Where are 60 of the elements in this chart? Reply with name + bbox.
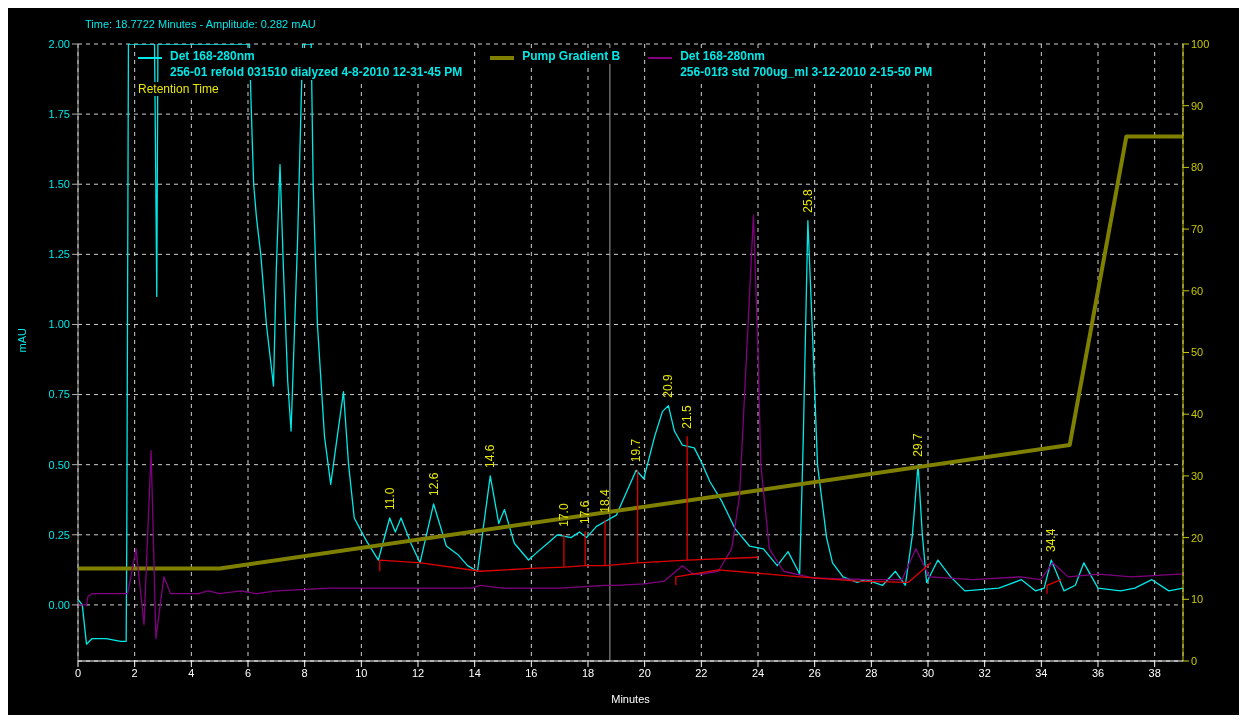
annotation: 17.6 bbox=[578, 500, 593, 524]
y2-tick-label: 60 bbox=[1191, 284, 1204, 297]
y2-tick-label: 30 bbox=[1191, 469, 1204, 482]
annotation: 18.4 bbox=[598, 489, 612, 513]
x-tick-label: 14 bbox=[468, 666, 481, 679]
y-tick-label: 0.25 bbox=[48, 528, 70, 541]
y2-tick-label: 100 bbox=[1191, 37, 1210, 50]
line-series bbox=[78, 214, 1183, 640]
x-tick-label: 22 bbox=[695, 666, 708, 679]
y2-tick-label: 0 bbox=[1191, 654, 1198, 667]
annotation: 14.6 bbox=[483, 444, 498, 468]
x-axis-title: Minutes bbox=[611, 693, 651, 705]
y-tick-label: 1.50 bbox=[48, 178, 70, 191]
x-tick-label: 16 bbox=[525, 666, 538, 679]
y-tick-label: 2.00 bbox=[48, 37, 70, 50]
annotation: 12.6 bbox=[426, 472, 441, 496]
y2-tick-label: 10 bbox=[1191, 593, 1204, 606]
x-tick-label: 36 bbox=[1091, 666, 1105, 679]
annotation: 29.7 bbox=[911, 433, 926, 457]
x-tick-label: 30 bbox=[921, 666, 935, 679]
y-tick-label: 0.50 bbox=[48, 458, 70, 471]
x-tick-label: 20 bbox=[638, 666, 651, 679]
y2-tick-label: 90 bbox=[1191, 99, 1204, 112]
legend-label: Det 168-280nm 256-01f3 std 700ug_ml 3-12-2010 2-15-50 PM bbox=[680, 48, 933, 80]
annotation: Retention Time bbox=[138, 82, 219, 96]
x-tick-label: 0 bbox=[74, 666, 82, 679]
x-tick-label: 32 bbox=[978, 666, 991, 679]
annotation: 34.4 bbox=[1044, 528, 1059, 553]
y-axis-title: mAU bbox=[15, 328, 28, 353]
y2-tick-label: 70 bbox=[1191, 223, 1204, 236]
x-tick-label: 38 bbox=[1148, 666, 1161, 679]
x-tick-label: 12 bbox=[411, 666, 425, 679]
y-tick-label: 0.00 bbox=[48, 598, 70, 611]
x-tick-label: 8 bbox=[301, 666, 308, 679]
x-tick-label: 24 bbox=[751, 666, 765, 679]
x-tick-label: 6 bbox=[244, 666, 252, 679]
x-tick-label: 28 bbox=[865, 666, 878, 679]
x-tick-label: 18 bbox=[581, 666, 595, 679]
x-tick-label: 26 bbox=[808, 666, 821, 679]
annotation: 17.0 bbox=[556, 503, 571, 527]
x-tick-label: 10 bbox=[355, 666, 368, 679]
x-tick-label: 4 bbox=[188, 666, 195, 679]
annotation: 25.8 bbox=[800, 189, 815, 213]
legend-label: Det 168-280nm 256-01 refold 031510 dialyzed 4-8-2010 12-31-45 PM bbox=[170, 48, 463, 80]
x-tick-label: 2 bbox=[131, 666, 138, 679]
y2-tick-label: 50 bbox=[1191, 346, 1204, 359]
legend-label: Pump Gradient B bbox=[522, 48, 621, 64]
y-tick-label: 0.75 bbox=[48, 388, 70, 401]
y2-tick-label: 80 bbox=[1191, 161, 1204, 174]
y-tick-label: 1.75 bbox=[48, 108, 70, 121]
y-tick-label: 1.25 bbox=[48, 248, 70, 261]
annotation: 21.5 bbox=[680, 404, 695, 429]
annotation: 19.7 bbox=[629, 438, 644, 463]
y2-tick-label: 40 bbox=[1191, 408, 1204, 421]
annotation: 11.0 bbox=[382, 487, 397, 510]
text: Time: 18.7722 Minutes - Amplitude: 0.282 mAU bbox=[85, 18, 316, 30]
y2-tick-label: 20 bbox=[1191, 531, 1204, 544]
annotation: 20.9 bbox=[661, 374, 676, 398]
x-tick-label: 34 bbox=[1035, 666, 1048, 679]
y-tick-label: 1.00 bbox=[48, 318, 70, 331]
